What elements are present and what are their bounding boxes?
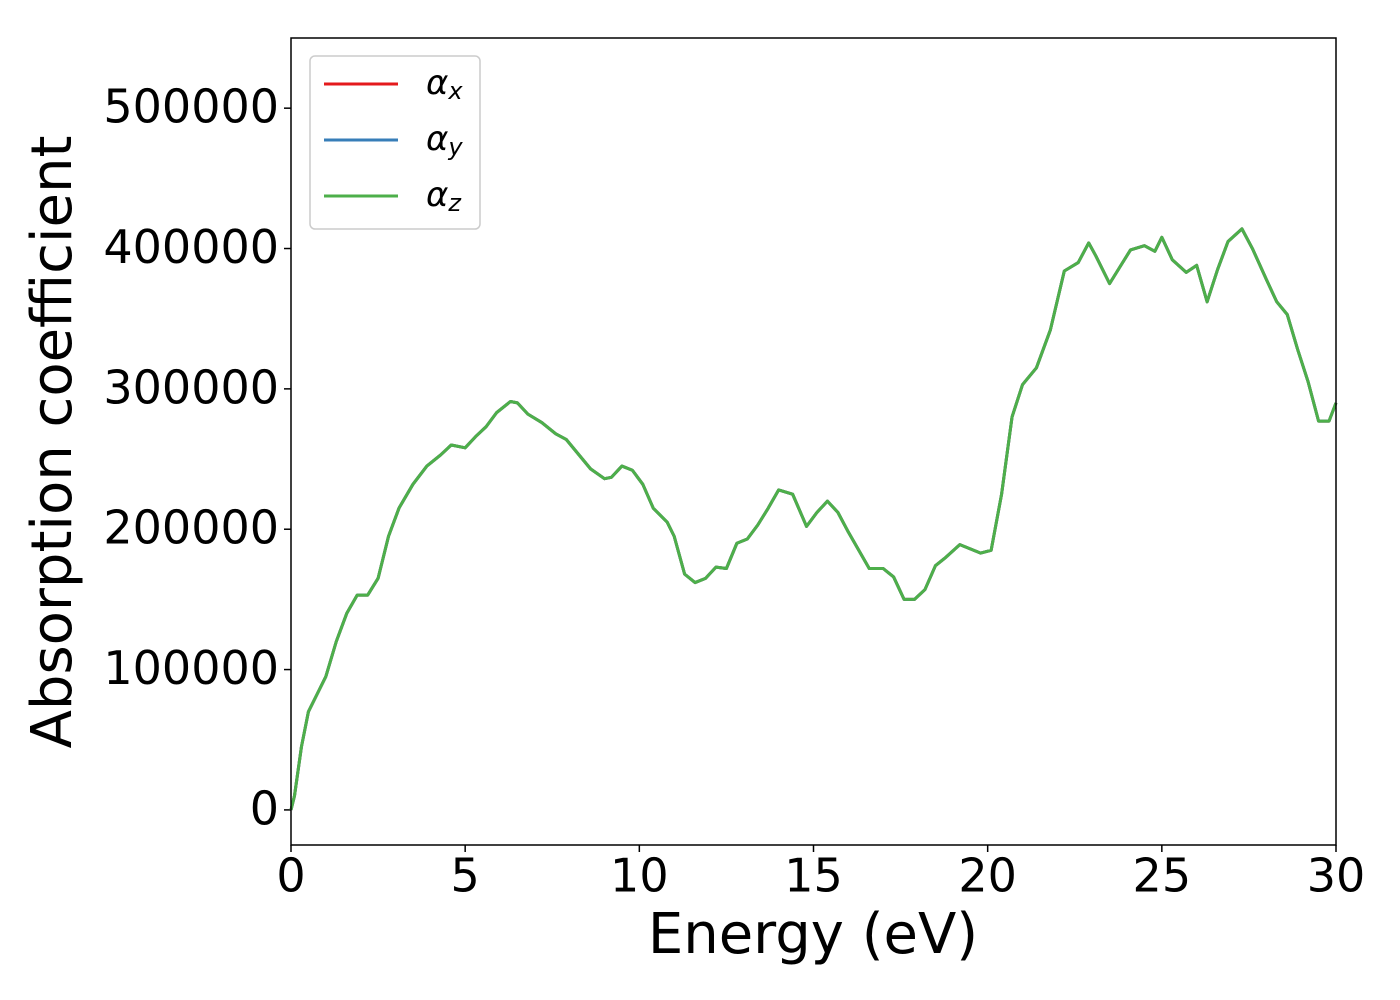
data-line [289, 227, 1338, 811]
x-tick-label: 30 [1307, 849, 1366, 903]
x-tick-label: 10 [610, 849, 669, 903]
legend-frame [309, 55, 481, 230]
y-axis-label: Absorption coefficient [20, 136, 85, 749]
y-tick-label: 500000 [103, 80, 279, 134]
y-tick-label: 100000 [103, 641, 279, 695]
plot-frame [290, 37, 1337, 846]
y-tick-label: 400000 [103, 220, 279, 274]
x-axis-label: Energy (eV) [648, 902, 978, 967]
x-tick-label: 25 [1133, 849, 1192, 903]
x-tick-label: 15 [784, 849, 843, 903]
x-tick-label: 5 [451, 849, 480, 903]
legend-label: αz [426, 175, 462, 218]
y-tick-label: 0 [250, 781, 279, 835]
legend: αx αy αz [309, 55, 481, 230]
legend-label: αy [426, 119, 463, 162]
x-tick-label: 0 [276, 849, 305, 903]
y-tick-label: 300000 [103, 360, 279, 414]
y-tick-label: 200000 [103, 501, 279, 555]
x-tick-label: 20 [958, 849, 1017, 903]
legend-label: αx [426, 63, 463, 106]
